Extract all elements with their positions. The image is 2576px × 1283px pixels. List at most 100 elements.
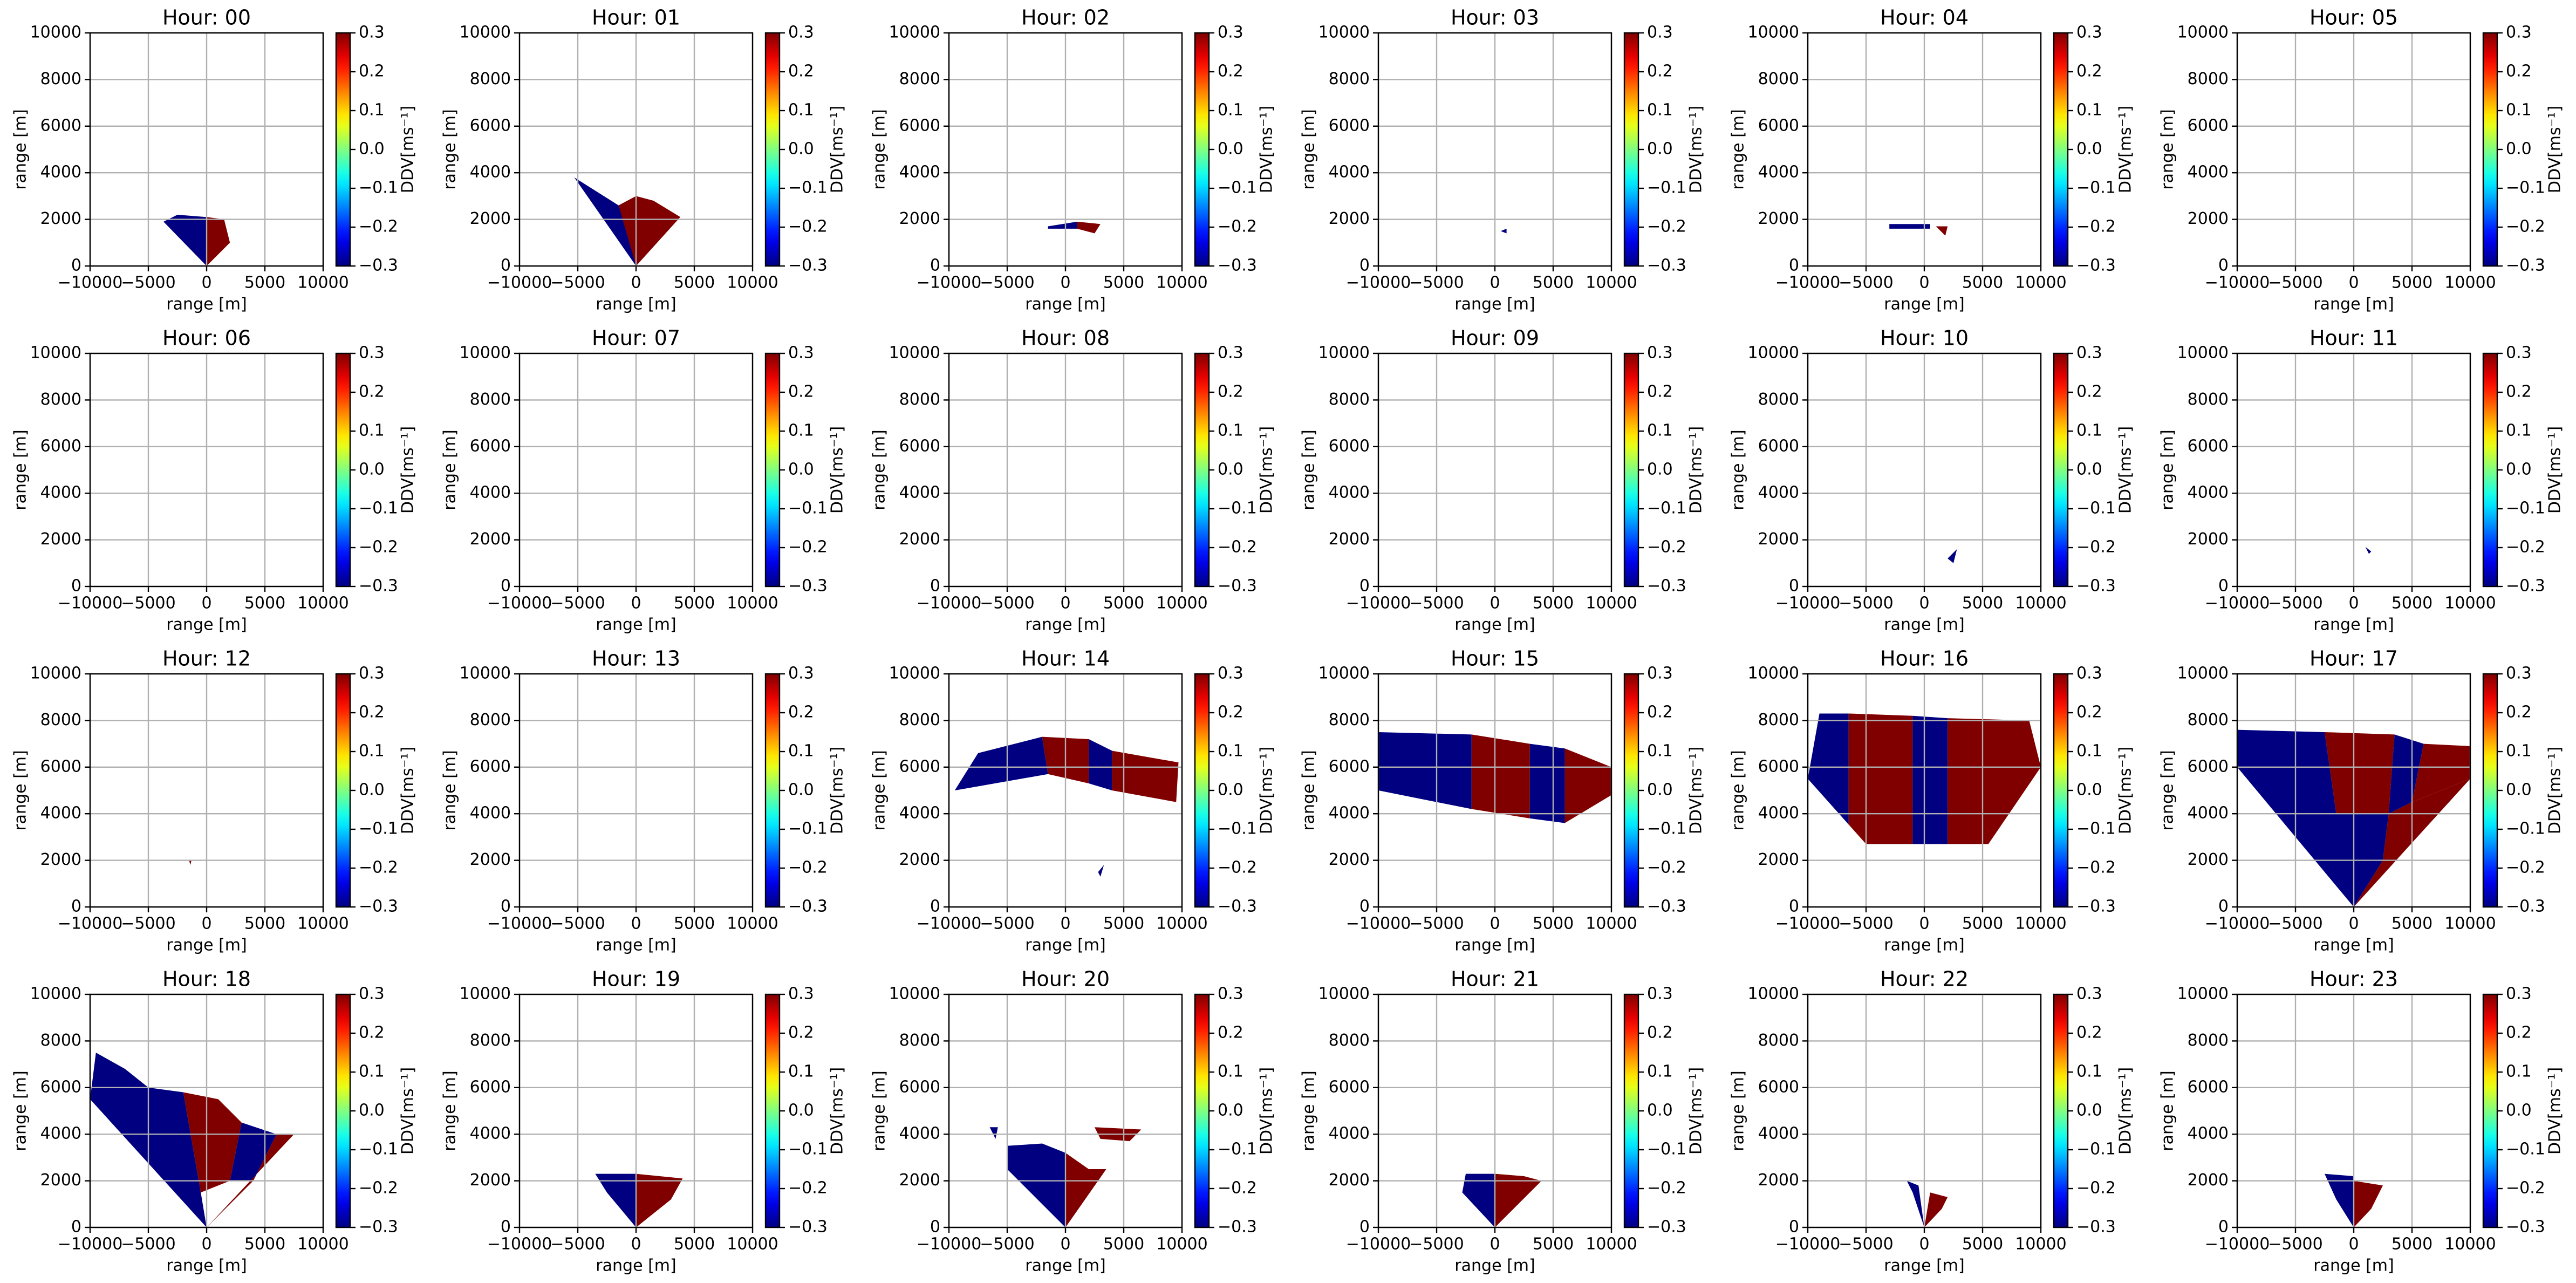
y-tick-label: 6000 bbox=[899, 436, 940, 455]
x-tick-label: −10000 bbox=[2205, 594, 2270, 613]
colorbar-label: DDV[ms⁻¹] bbox=[399, 426, 418, 514]
y-tick-label: 4000 bbox=[899, 1124, 940, 1143]
colorbar-tick-label: 0.2 bbox=[2076, 703, 2102, 722]
x-tick-label: 0 bbox=[631, 915, 641, 933]
colorbar-tick-label: 0.1 bbox=[1218, 1062, 1243, 1081]
colorbar-tick-label: −0.3 bbox=[1647, 897, 1686, 916]
panel: −10000−5000 0 5000 10000 0 2000 4000 6000 8000 10… bbox=[870, 647, 1276, 955]
colorbar-label: DDV[ms⁻¹] bbox=[2116, 426, 2135, 514]
ddv-region bbox=[1077, 221, 1101, 234]
colorbar-tick-label: −0.2 bbox=[1218, 217, 1257, 236]
y-tick-label: 4000 bbox=[470, 1124, 511, 1143]
colorbar bbox=[1623, 352, 1639, 588]
colorbar-label: DDV[ms⁻¹] bbox=[2546, 1067, 2565, 1155]
ddv-region bbox=[1089, 739, 1112, 790]
ddv-region bbox=[1848, 713, 1913, 844]
x-tick-label: 0 bbox=[201, 274, 211, 292]
colorbar-tick-label: 0.2 bbox=[2076, 1023, 2102, 1042]
axes-frame bbox=[1807, 673, 2042, 908]
x-tick-label: −10000 bbox=[1775, 915, 1841, 933]
colorbar-tick-label: 0.2 bbox=[2076, 383, 2102, 401]
colorbar-tick-label: −0.3 bbox=[788, 577, 828, 596]
x-tick-label: −10000 bbox=[2205, 1235, 2270, 1254]
colorbar-tick-label: −0.2 bbox=[2506, 1179, 2545, 1198]
chart-title: Hour: 21 bbox=[1451, 967, 1539, 991]
y-axis-label: range [m] bbox=[1729, 429, 1748, 510]
colorbar-tick-label: 0.0 bbox=[2506, 140, 2532, 159]
axes-frame bbox=[2236, 32, 2471, 267]
y-tick-label: 2000 bbox=[2188, 850, 2229, 869]
colorbar bbox=[1623, 32, 1639, 267]
x-tick-label: 5000 bbox=[244, 274, 285, 292]
chart-title: Hour: 02 bbox=[1021, 6, 1110, 30]
y-tick-label: 8000 bbox=[1329, 390, 1370, 409]
colorbar-tick-label: 0.2 bbox=[359, 1023, 385, 1042]
x-tick-label: 0 bbox=[1919, 274, 1929, 292]
y-tick-label: 0 bbox=[71, 577, 81, 596]
x-tick-label: 5000 bbox=[674, 274, 715, 292]
colorbar-tick-label: −0.2 bbox=[1647, 538, 1686, 557]
colorbar-tick-label: 0.1 bbox=[2076, 101, 2102, 120]
colorbar-tick-label: 0.2 bbox=[359, 62, 385, 81]
y-tick-label: 4000 bbox=[899, 804, 940, 823]
x-tick-label: −5000 bbox=[2268, 274, 2322, 292]
axes-frame bbox=[518, 32, 754, 267]
y-tick-label: 10000 bbox=[1748, 344, 1799, 363]
x-tick-label: −10000 bbox=[1346, 915, 1411, 933]
y-tick-label: 6000 bbox=[1329, 757, 1370, 776]
colorbar-tick-label: 0.1 bbox=[1647, 1062, 1673, 1081]
y-tick-label: 8000 bbox=[899, 711, 940, 729]
x-tick-label: 5000 bbox=[2391, 1235, 2432, 1254]
colorbar-tick-label: −0.3 bbox=[1218, 256, 1257, 275]
x-tick-label: −10000 bbox=[1346, 274, 1411, 292]
chart-title: Hour: 10 bbox=[1880, 326, 1969, 350]
panel: −10000−5000 0 5000 10000 0 2000 4000 6000 8000 10… bbox=[870, 6, 1276, 314]
panel: −10000−5000 0 5000 10000 0 2000 4000 6000 8000 10… bbox=[1300, 647, 1706, 955]
x-tick-label: −5000 bbox=[2268, 594, 2322, 613]
ddv-region bbox=[2237, 729, 2389, 907]
colorbar-tick-label: 0.2 bbox=[359, 383, 385, 401]
chart-title: Hour: 09 bbox=[1451, 326, 1539, 350]
x-tick-label: 0 bbox=[631, 274, 641, 292]
x-axis-label: range [m] bbox=[1884, 936, 1964, 955]
colorbar-tick-label: 0.1 bbox=[1218, 421, 1243, 440]
axes-frame bbox=[1377, 993, 1612, 1229]
colorbar-tick-label: 0.3 bbox=[2506, 23, 2532, 42]
axes-frame bbox=[948, 673, 1183, 908]
y-tick-label: 4000 bbox=[1758, 804, 1799, 823]
colorbar-tick-label: 0.1 bbox=[359, 101, 385, 120]
colorbar-tick-label: −0.3 bbox=[1647, 577, 1686, 596]
colorbar-label: DDV[ms⁻¹] bbox=[1687, 747, 1706, 834]
y-tick-label: 10000 bbox=[30, 664, 81, 683]
y-axis-label: range [m] bbox=[1300, 429, 1318, 510]
y-tick-label: 10000 bbox=[1748, 985, 1799, 1004]
y-axis-label: range [m] bbox=[11, 429, 30, 510]
x-tick-label: −10000 bbox=[917, 1235, 982, 1254]
colorbar bbox=[1194, 673, 1210, 908]
colorbar-tick-label: 0.2 bbox=[788, 383, 814, 401]
panel: −10000−5000 0 5000 10000 0 2000 4000 6000 8000 10… bbox=[870, 326, 1276, 634]
x-tick-label: −10000 bbox=[1346, 594, 1411, 613]
colorbar bbox=[764, 352, 781, 588]
ddv-region bbox=[1948, 549, 1957, 563]
x-tick-label: 0 bbox=[201, 915, 211, 933]
colorbar-tick-label: −0.1 bbox=[2506, 179, 2545, 197]
colorbar-tick-label: 0.3 bbox=[1218, 23, 1243, 42]
y-tick-label: 10000 bbox=[1318, 23, 1370, 42]
x-tick-label: −5000 bbox=[980, 915, 1034, 933]
colorbar bbox=[2053, 352, 2069, 588]
colorbar-label: DDV[ms⁻¹] bbox=[399, 106, 418, 193]
y-tick-label: 8000 bbox=[1329, 70, 1370, 88]
y-tick-label: 2000 bbox=[470, 850, 511, 869]
chart-title: Hour: 05 bbox=[2309, 6, 2398, 30]
y-tick-label: 2000 bbox=[899, 209, 940, 228]
x-tick-label: −10000 bbox=[1775, 1235, 1841, 1254]
colorbar-tick-label: −0.2 bbox=[1218, 538, 1257, 557]
x-tick-label: 0 bbox=[1489, 1235, 1500, 1254]
colorbar-tick-label: −0.1 bbox=[1218, 1140, 1257, 1159]
colorbar-tick-label: 0.0 bbox=[2506, 460, 2532, 479]
x-tick-label: −5000 bbox=[980, 274, 1034, 292]
axes-frame bbox=[1377, 32, 1612, 267]
y-axis-label: range [m] bbox=[11, 750, 30, 830]
colorbar bbox=[1623, 993, 1639, 1229]
